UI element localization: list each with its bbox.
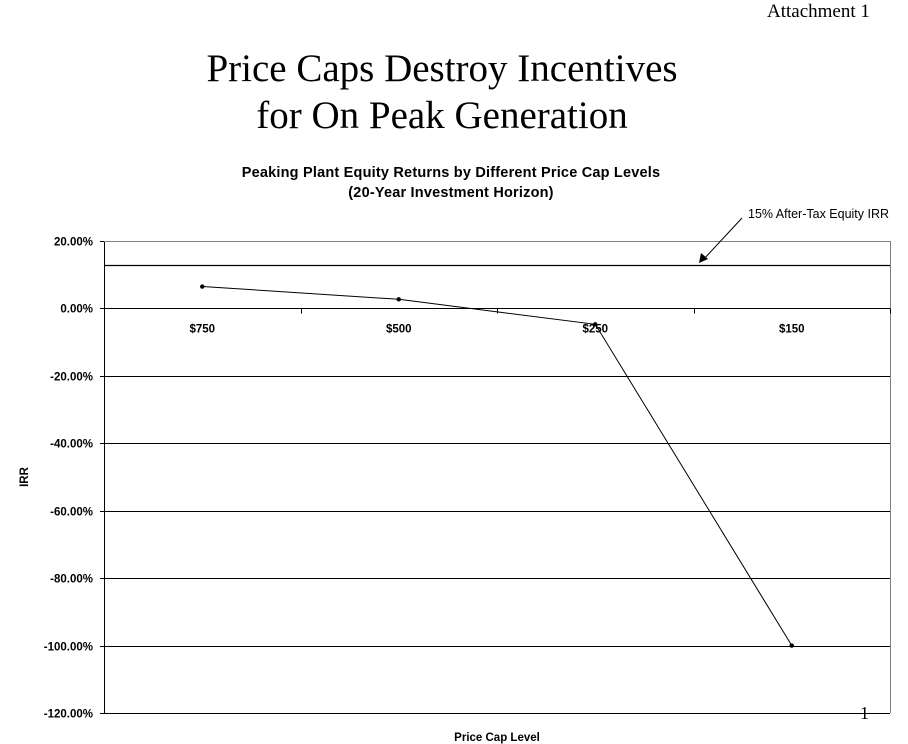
- x-tick-label: $750: [189, 324, 215, 336]
- slide-title-line-2: for On Peak Generation: [256, 94, 628, 137]
- chart-title: Peaking Plant Equity Returns by Differen…: [241, 165, 661, 181]
- annotation-arrow-shaft: [702, 217, 743, 261]
- y-tick-label: -40.00%: [50, 439, 93, 451]
- y-tick-label: 20.00%: [54, 237, 93, 249]
- x-tick-label: $250: [582, 324, 608, 336]
- y-tick-label: -120.00%: [44, 709, 93, 721]
- y-tick-label: -60.00%: [50, 507, 93, 519]
- chart-title-block: Peaking Plant Equity Returns by Differen…: [0, 163, 902, 203]
- slide-title: Price Caps Destroy Incentives for On Pea…: [0, 45, 884, 139]
- reference-line-group: 15% After-Tax Equity IRR: [104, 207, 890, 267]
- data-point: [396, 297, 401, 302]
- x-axis-label: Price Cap Level: [454, 732, 540, 744]
- y-tick-label: -20.00%: [50, 372, 93, 384]
- series-layer: [200, 284, 794, 648]
- y-tick-labels: 20.00% 0.00% -20.00% -40.00% -60.00% -80.00% -…: [44, 237, 93, 721]
- annotation-arrowhead: [699, 253, 708, 263]
- y-axis-label: IRR: [19, 466, 31, 487]
- chart-subtitle: (20-Year Investment Horizon): [348, 185, 554, 201]
- data-point: [200, 284, 205, 289]
- axes: [100, 241, 891, 714]
- gridlines: [104, 241, 890, 647]
- reference-line-label: 15% After-Tax Equity IRR: [748, 207, 889, 221]
- x-tick-label: $500: [386, 324, 412, 336]
- axis-labels: IRR Price Cap Level: [19, 466, 540, 744]
- irr-series-line: [202, 286, 793, 646]
- attachment-label: Attachment 1: [767, 1, 870, 22]
- data-point: [789, 643, 794, 648]
- y-tick-label: -100.00%: [44, 642, 93, 654]
- y-tick-label: 0.00%: [60, 304, 93, 316]
- slide-title-line-1: Price Caps Destroy Incentives: [206, 47, 678, 90]
- x-tick-label: $150: [779, 324, 805, 336]
- page-number: 1: [860, 703, 869, 723]
- y-tick-label: -80.00%: [50, 574, 93, 586]
- data-point: [593, 322, 598, 327]
- x-tick-labels: $750 $500 $250 $150: [189, 324, 804, 336]
